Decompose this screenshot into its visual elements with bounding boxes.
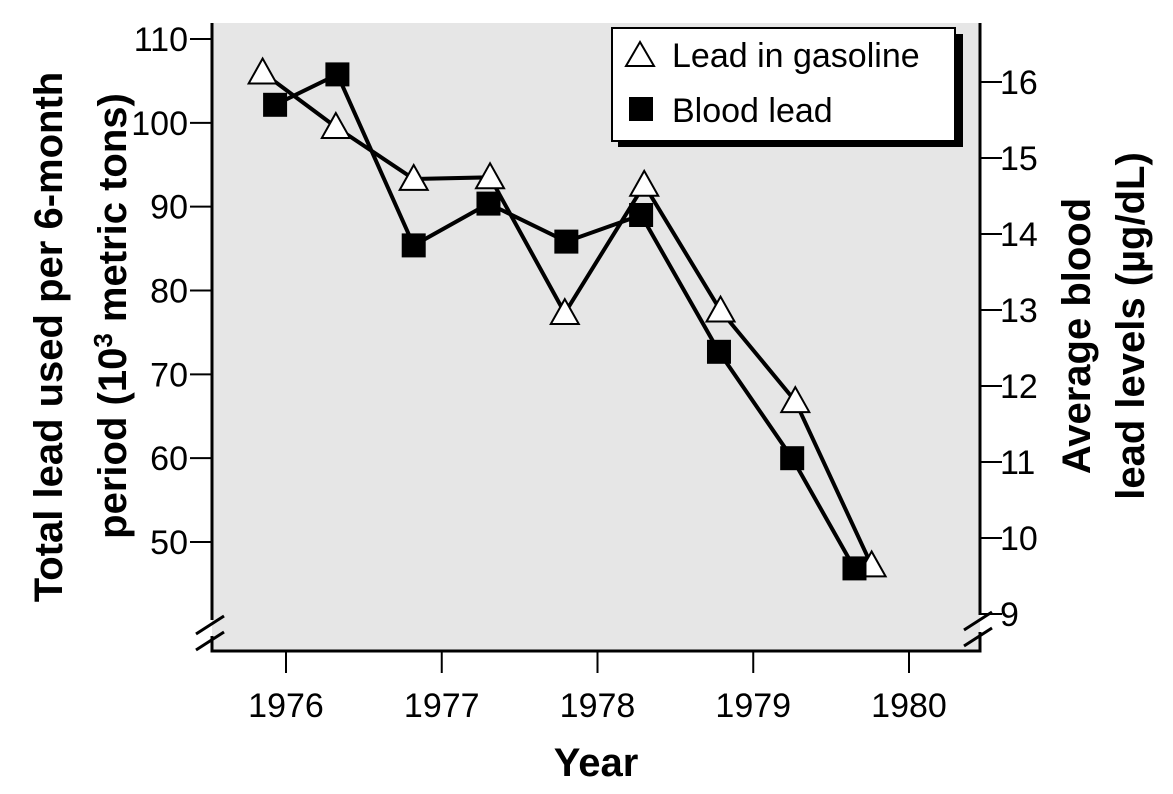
right-axis-title-line2: lead levels (µg/dL) <box>1109 152 1153 500</box>
series-layer <box>246 56 888 581</box>
axis-titles: Year Total lead used per 6-month period (… <box>27 72 1153 785</box>
x-tick-label: 1977 <box>404 687 480 725</box>
left-axis-break-icon <box>195 614 225 636</box>
left-tick-label: 110 <box>134 21 188 59</box>
left-tick-label: 50 <box>150 524 188 562</box>
left-axis-title-line2: period (103 metric tons) <box>88 93 135 539</box>
axes: 50 60 70 80 90 100 110 9 10 11 12 13 14 15 16 1976 1977 1… <box>131 21 1038 725</box>
square-marker-icon <box>476 191 501 216</box>
triangle-marker-icon <box>549 297 581 326</box>
right-tick-label: 12 <box>1000 368 1038 406</box>
legend: Lead in gasoline Blood lead <box>611 27 963 147</box>
right-tick-label: 11 <box>1000 444 1035 482</box>
markers-lead-in-gasoline <box>246 56 888 578</box>
left-tick-label: 60 <box>150 440 188 478</box>
legend-label: Lead in gasoline <box>672 37 920 75</box>
left-tick-label: 80 <box>150 272 188 310</box>
right-axis-title-line1: Average blood <box>1055 198 1099 474</box>
legend-items: Lead in gasoline Blood lead <box>624 37 920 130</box>
x-tick-label: 1979 <box>715 687 791 725</box>
x-tick-label: 1976 <box>248 687 324 725</box>
triangle-marker-icon <box>628 168 660 197</box>
square-marker-icon <box>554 229 579 254</box>
right-tick-label: 16 <box>1000 64 1038 102</box>
legend-label: Blood lead <box>672 92 833 130</box>
right-tick-label: 15 <box>1000 140 1038 178</box>
x-tick-label: 1978 <box>560 687 636 725</box>
legend-box <box>611 27 956 142</box>
triangle-marker-icon <box>398 162 430 191</box>
right-tick-label: 13 <box>1000 292 1038 330</box>
square-marker-icon <box>263 92 288 117</box>
square-marker-icon <box>325 62 350 87</box>
square-marker-icon <box>629 203 654 227</box>
x-axis-title: Year <box>554 741 639 785</box>
square-marker-icon <box>401 233 426 258</box>
triangle-marker-icon <box>704 294 737 323</box>
legend-square-icon <box>629 97 653 121</box>
triangle-marker-icon <box>246 56 279 85</box>
square-marker-icon <box>780 446 805 471</box>
left-tick-label: 70 <box>150 356 188 394</box>
left-tick-label: 100 <box>131 105 188 143</box>
markers-blood-lead <box>263 62 867 581</box>
right-axis-break-icon <box>963 626 993 648</box>
right-tick-label: 14 <box>1000 216 1038 254</box>
triangle-marker-icon <box>779 385 812 414</box>
triangle-marker-icon <box>320 110 352 139</box>
square-marker-icon <box>842 556 867 581</box>
x-tick-label: 1980 <box>871 687 947 725</box>
square-marker-icon <box>706 339 731 364</box>
left-tick-label: 90 <box>150 189 188 227</box>
left-axis-title-line1: Total lead used per 6-month <box>27 72 71 602</box>
legend-triangle-icon <box>624 40 656 67</box>
triangle-marker-icon <box>474 161 506 190</box>
left-axis-break-icon <box>195 630 225 652</box>
right-tick-label: 9 <box>1000 596 1019 634</box>
right-tick-label: 10 <box>1000 520 1038 558</box>
